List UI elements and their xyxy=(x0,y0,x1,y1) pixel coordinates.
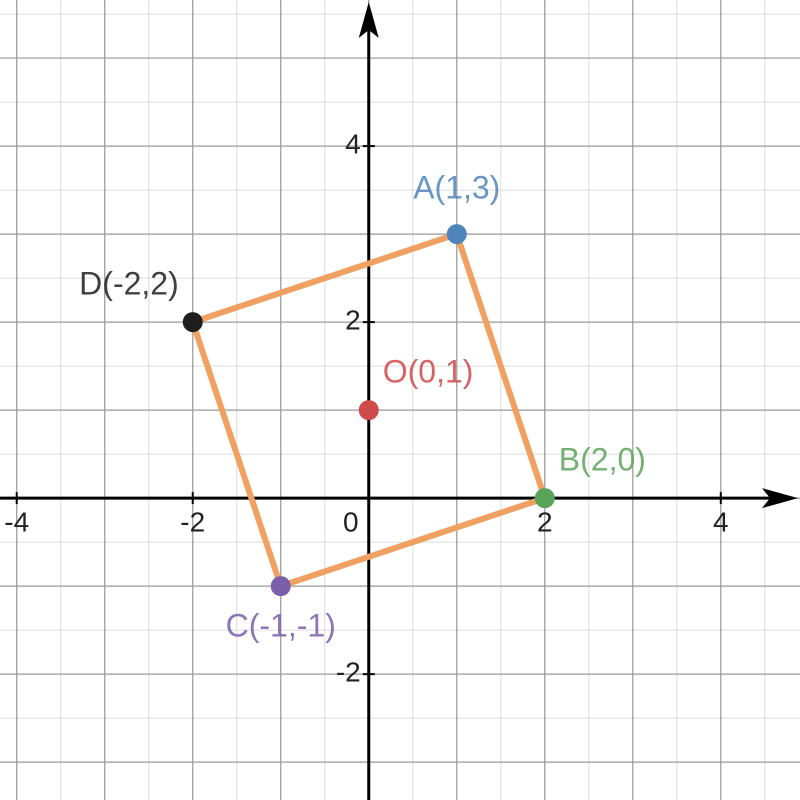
point-label: D(-2,2) xyxy=(79,266,179,302)
x-tick-label: 0 xyxy=(343,507,359,538)
marks: A(1,3) B(2,0) C(-1,-1) D(-2,2) O(0,1) xyxy=(79,170,646,644)
point-label: O(0,1) xyxy=(383,354,474,390)
x-arrow xyxy=(762,488,798,509)
y-arrow xyxy=(358,2,379,38)
point xyxy=(446,224,467,245)
x-tick-label: 4 xyxy=(713,507,729,538)
point-label: C(-1,-1) xyxy=(226,608,336,644)
x-tick-label: -4 xyxy=(4,507,29,538)
point-label: A(1,3) xyxy=(413,170,500,206)
point xyxy=(182,312,203,333)
point xyxy=(358,400,379,421)
y-tick-label: 2 xyxy=(345,305,361,336)
y-tick-label: -2 xyxy=(336,657,361,688)
x-tick-label: -2 xyxy=(180,507,205,538)
y-tick-label: 4 xyxy=(345,128,361,159)
point-label: B(2,0) xyxy=(559,442,646,478)
point xyxy=(270,576,291,597)
point xyxy=(534,488,555,509)
x-tick-label: 2 xyxy=(537,507,553,538)
